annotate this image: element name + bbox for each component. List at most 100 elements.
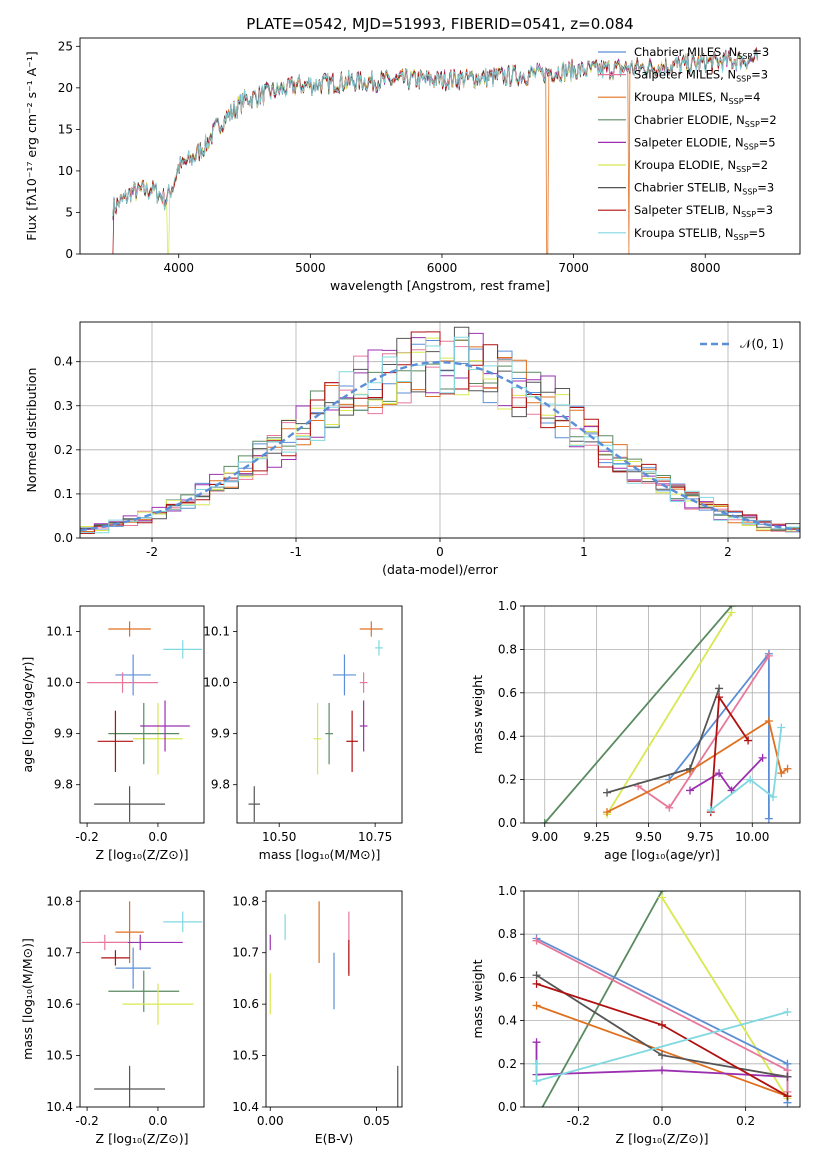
residuals-xlabel: (data-model)/error <box>382 562 499 577</box>
y-tick-label: 10.6 <box>46 997 73 1011</box>
weight-vs-age-axes: 9.00 9.25 9.50 9.75 10.00 0.0 0.2 0.4 0.6 0.8 1.0 a… <box>470 599 801 862</box>
age-vs-Z-frame <box>79 605 205 824</box>
weight-marker <box>783 764 792 773</box>
x-tick-label: 9.00 <box>531 830 558 844</box>
weight-marker <box>777 769 786 778</box>
weight-marker <box>533 1114 541 1122</box>
age-vs-mass-xlabel: mass [log₁₀(M/M⊙)] <box>259 847 381 862</box>
x-tick-label: 0.05 <box>363 1114 390 1128</box>
y-tick-label: 10.7 <box>232 946 259 960</box>
legend-count: =4 <box>744 90 761 104</box>
weight-series-line <box>535 1042 788 1078</box>
y-tick-label: 10.6 <box>232 997 259 1011</box>
spectrum-xlabel: wavelength [Angstrom, rest frame] <box>330 278 550 293</box>
weight-marker <box>783 1072 792 1081</box>
y-tick-label: 9.9 <box>211 727 230 741</box>
legend-label: Kroupa STELIB, NSSP=5 <box>634 226 765 242</box>
weight-marker <box>658 1020 666 1029</box>
gaussian-legend-label: 𝒩(0, 1) <box>740 337 784 351</box>
weight-marker <box>532 1077 541 1086</box>
weight-marker <box>686 764 695 773</box>
legend-subscript: SSP <box>745 120 760 129</box>
x-tick-label: 1 <box>580 545 588 559</box>
x-tick-label: 9.50 <box>635 830 662 844</box>
legend-text: Chabrier ELODIE, N <box>634 113 745 127</box>
y-tick-label: 0 <box>65 247 73 261</box>
y-tick-label: 10.4 <box>232 1100 259 1114</box>
legend-subscript: SSP <box>734 233 749 242</box>
y-tick-label: 10.0 <box>46 676 73 690</box>
weight-marker <box>540 819 549 823</box>
age-vs-mass-frame <box>236 605 403 824</box>
age-vs-mass-axes: 10.50 10.75 9.8 9.9 10.0 10.1 mass [log₁₀(M/M⊙… <box>203 605 403 862</box>
y-tick-label: 10.5 <box>232 1049 259 1063</box>
x-tick-label: -0.2 <box>567 1114 590 1128</box>
legend-count: =3 <box>756 203 773 217</box>
weight-vs-Z-xlabel: Z [log₁₀(Z/Z⊙)] <box>616 1131 709 1146</box>
y-tick-label: 15 <box>58 122 73 136</box>
x-tick-label: 0.00 <box>257 1114 284 1128</box>
weight-series-line <box>606 612 733 815</box>
legend-label: Chabrier STELIB, NSSP=3 <box>634 181 774 197</box>
y-tick-label: 0.1 <box>54 487 73 501</box>
y-tick-label: 1.0 <box>498 884 517 898</box>
x-tick-label: 6000 <box>427 261 458 275</box>
y-tick-label: 0.6 <box>498 970 517 984</box>
weight-marker <box>532 971 541 980</box>
legend-count: =5 <box>749 226 766 240</box>
x-tick-label: 0.0 <box>148 830 167 844</box>
residuals-frame <box>79 321 801 539</box>
legend-count: =3 <box>752 45 769 59</box>
weight-marker <box>764 814 773 823</box>
legend-subscript: SSP <box>742 188 757 197</box>
age-vs-Z-plot-area <box>87 621 203 822</box>
legend-text: Chabrier STELIB, N <box>634 181 742 195</box>
mass-vs-Z-frame <box>79 890 205 1108</box>
legend-count: =5 <box>759 135 776 149</box>
age-vs-Z-xlabel: Z [log₁₀(Z/Z⊙)] <box>96 847 189 862</box>
y-tick-label: 0.2 <box>54 443 73 457</box>
x-tick-label: 9.25 <box>583 830 610 844</box>
weight-marker <box>658 1051 666 1060</box>
x-tick-label: 10.00 <box>735 830 769 844</box>
y-tick-label: 0.4 <box>498 729 517 743</box>
spectrum-ylabel: Flux [fλ10⁻¹⁷ erg cm⁻² s⁻¹ A⁻¹] <box>24 51 39 240</box>
weight-marker <box>532 1059 541 1068</box>
legend-count: =3 <box>757 181 774 195</box>
legend-count: =2 <box>760 113 777 127</box>
legend-text: Kroupa STELIB, N <box>634 226 734 240</box>
y-tick-label: 10.1 <box>203 625 230 639</box>
weight-marker <box>777 723 786 732</box>
x-tick-label: 2 <box>724 545 732 559</box>
weight-vs-age-plot-area <box>540 606 792 823</box>
weight-marker <box>746 775 755 784</box>
residuals-plot-area <box>80 326 800 534</box>
y-tick-label: 10.8 <box>232 894 259 908</box>
legend-subscript: SSP <box>729 97 744 106</box>
weight-marker <box>758 753 767 762</box>
weight-vs-Z-plot-area <box>532 891 792 1122</box>
weight-marker <box>658 893 666 902</box>
weight-series-line <box>661 897 789 1099</box>
legend-label: Salpeter MILES, NSSP=3 <box>634 68 768 84</box>
mass-vs-EBV-plot-area <box>269 901 399 1107</box>
y-tick-label: 0.0 <box>498 1100 517 1114</box>
y-tick-label: 10.1 <box>46 625 73 639</box>
weight-vs-age-ylabel: mass weight <box>470 675 485 754</box>
x-tick-label: 0.0 <box>148 1114 167 1128</box>
weight-marker <box>727 608 736 617</box>
legend-count: =2 <box>751 158 768 172</box>
weight-marker <box>686 786 695 795</box>
mass-vs-Z-xlabel: Z [log₁₀(Z/Z⊙)] <box>96 1131 189 1146</box>
y-tick-label: 10.5 <box>46 1049 73 1063</box>
weight-marker <box>744 736 753 745</box>
x-tick-label: -0.2 <box>75 830 98 844</box>
y-tick-label: 0.4 <box>54 355 73 369</box>
y-tick-label: 10.8 <box>46 894 73 908</box>
weight-marker <box>783 1092 792 1101</box>
x-tick-label: 0 <box>436 545 444 559</box>
legend-subscript: SSP <box>737 52 752 61</box>
x-tick-label: 7000 <box>558 261 589 275</box>
